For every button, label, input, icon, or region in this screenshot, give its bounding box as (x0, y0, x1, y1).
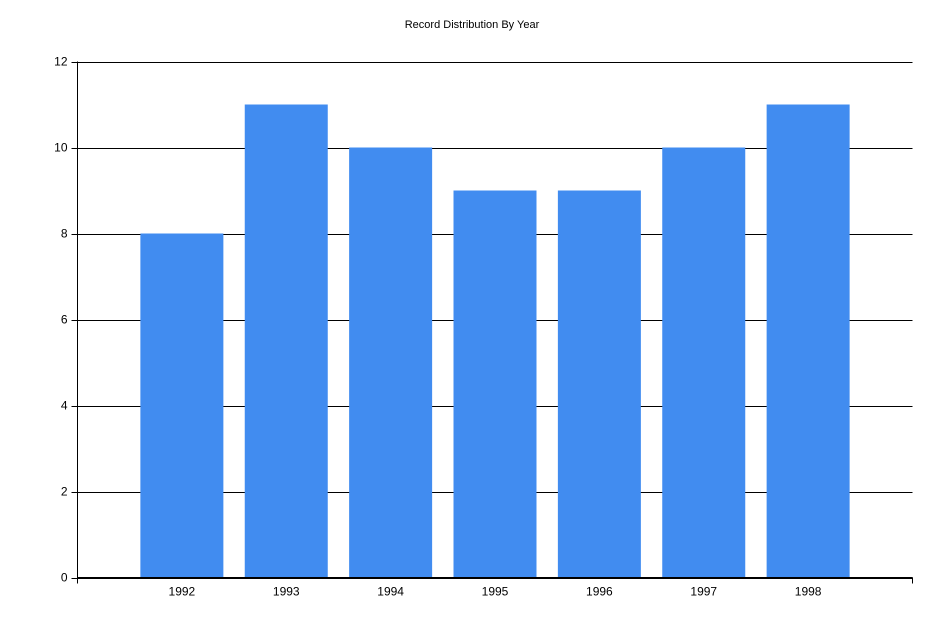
bar (557, 190, 641, 578)
y-tick-label: 4 (61, 399, 68, 413)
x-tick-label: 1994 (377, 585, 404, 599)
y-tick-label: 8 (61, 227, 68, 241)
bar (140, 233, 224, 578)
chart-title: Record Distribution By Year (405, 19, 540, 31)
y-tick-label: 12 (54, 55, 68, 69)
x-tick-label: 1995 (482, 585, 509, 599)
bar (662, 147, 746, 578)
bar (244, 104, 328, 578)
x-tick-label: 1993 (273, 585, 300, 599)
x-tick-label: 1998 (795, 585, 822, 599)
y-tick-label: 6 (61, 313, 68, 327)
x-tick-label: 1996 (586, 585, 613, 599)
x-tick-label: 1997 (690, 585, 717, 599)
bar (766, 104, 850, 578)
y-tick-label: 10 (54, 141, 68, 155)
x-tick-label: 1992 (169, 585, 196, 599)
y-tick-label: 0 (61, 571, 68, 585)
bar (349, 147, 433, 578)
bar (453, 190, 537, 578)
y-tick-label: 2 (61, 485, 68, 499)
